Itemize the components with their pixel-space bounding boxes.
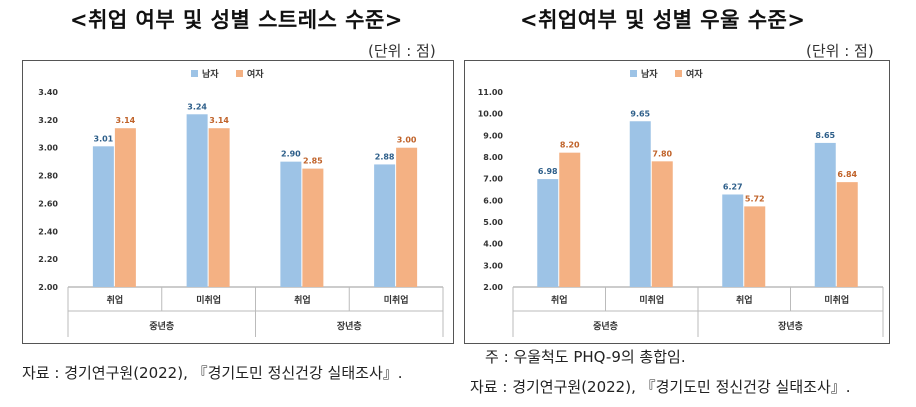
x-category-label: 취업 bbox=[294, 294, 311, 306]
data-label: 3.14 bbox=[209, 116, 229, 125]
bar-female bbox=[114, 128, 136, 287]
bar-male bbox=[374, 164, 396, 287]
bar-male bbox=[537, 179, 559, 287]
legend-swatch bbox=[236, 70, 243, 77]
data-label: 6.98 bbox=[538, 167, 558, 176]
group-label: 중년층 bbox=[149, 320, 174, 332]
data-label: 6.27 bbox=[723, 182, 743, 191]
bar-male bbox=[186, 114, 208, 288]
data-label: 3.14 bbox=[116, 116, 136, 125]
legend-label: 남자 bbox=[641, 68, 658, 80]
depression-source: 자료 : 경기연구원(2022), 『경기도민 정신건강 실태조사』. bbox=[470, 378, 851, 396]
y-tick-label: 5.00 bbox=[483, 218, 503, 227]
stress-chart-box: 2.00 2.20 2.40 2.60 2.80 3.00 3.20 3.40 남자 여자 3.01… bbox=[22, 60, 454, 344]
stress-chart-title: <취업 여부 및 성별 스트레스 수준> bbox=[70, 8, 403, 32]
bar-male bbox=[629, 121, 651, 287]
x-category-label: 미취업 bbox=[384, 294, 409, 306]
legend-swatch bbox=[630, 70, 637, 77]
bar-male bbox=[92, 146, 114, 287]
y-tick-label: 7.00 bbox=[483, 175, 503, 184]
bar-male bbox=[280, 161, 302, 287]
data-label: 6.84 bbox=[837, 170, 857, 179]
legend-swatch bbox=[191, 70, 198, 77]
bar-female bbox=[302, 168, 324, 287]
x-category-label: 미취업 bbox=[824, 294, 849, 306]
x-category-label: 미취업 bbox=[196, 294, 221, 306]
y-tick-label: 3.40 bbox=[38, 88, 58, 97]
bar-female bbox=[836, 182, 858, 287]
x-category-label: 취업 bbox=[107, 294, 124, 306]
y-tick-label: 4.00 bbox=[483, 240, 503, 249]
data-label: 8.65 bbox=[815, 131, 835, 140]
data-label: 3.00 bbox=[397, 136, 417, 145]
depression-chart-box: 2.00 3.00 4.00 5.00 6.00 7.00 8.00 9.00 10.00 11.… bbox=[464, 60, 890, 344]
data-label: 7.80 bbox=[652, 149, 672, 158]
y-tick-label: 2.60 bbox=[38, 199, 58, 208]
x-category-label: 미취업 bbox=[639, 294, 664, 306]
depression-bar-chart: 2.00 3.00 4.00 5.00 6.00 7.00 8.00 9.00 10.00 11.… bbox=[478, 68, 884, 337]
depression-unit-label: (단위 : 점) bbox=[806, 42, 874, 60]
y-tick-label: 9.00 bbox=[483, 131, 503, 140]
legend-label: 남자 bbox=[202, 68, 219, 80]
data-label: 5.72 bbox=[745, 194, 765, 203]
y-tick-label: 11.00 bbox=[478, 88, 504, 97]
bar-male bbox=[814, 142, 836, 287]
legend-swatch bbox=[675, 70, 682, 77]
bar-female bbox=[559, 152, 581, 287]
legend-label: 여자 bbox=[686, 68, 703, 80]
y-tick-label: 6.00 bbox=[483, 196, 503, 205]
data-label: 2.90 bbox=[281, 150, 301, 159]
y-tick-label: 8.00 bbox=[483, 153, 503, 162]
stress-source: 자료 : 경기연구원(2022), 『경기도민 정신건강 실태조사』. bbox=[22, 364, 403, 382]
stress-bar-chart: 2.00 2.20 2.40 2.60 2.80 3.00 3.20 3.40 남자 여자 3.01… bbox=[38, 68, 444, 337]
y-tick-label: 3.20 bbox=[38, 116, 58, 125]
depression-chart-title: <취업여부 및 성별 우울 수준> bbox=[520, 8, 806, 32]
x-category-label: 취업 bbox=[551, 294, 568, 306]
bar-female bbox=[396, 147, 418, 287]
y-tick-label: 2.00 bbox=[38, 283, 58, 292]
bar-female bbox=[208, 128, 230, 287]
bar-male bbox=[722, 194, 744, 287]
y-tick-label: 3.00 bbox=[483, 261, 503, 270]
y-tick-label: 3.00 bbox=[38, 144, 58, 153]
legend-label: 여자 bbox=[247, 68, 264, 80]
y-tick-label: 2.80 bbox=[38, 172, 58, 181]
stress-unit-label: (단위 : 점) bbox=[368, 42, 436, 60]
y-tick-label: 10.00 bbox=[478, 110, 504, 119]
y-tick-label: 2.40 bbox=[38, 227, 58, 236]
bar-female bbox=[651, 161, 673, 287]
data-label: 9.65 bbox=[630, 109, 650, 118]
x-category-label: 취업 bbox=[736, 294, 753, 306]
group-label: 중년층 bbox=[593, 320, 618, 332]
bar-female bbox=[744, 206, 766, 287]
group-label: 장년층 bbox=[778, 320, 803, 332]
y-tick-label: 2.00 bbox=[483, 283, 503, 292]
data-label: 8.20 bbox=[560, 141, 580, 150]
group-label: 장년층 bbox=[337, 320, 362, 332]
data-label: 2.85 bbox=[303, 157, 323, 166]
data-label: 2.88 bbox=[375, 152, 395, 161]
y-tick-label: 2.20 bbox=[38, 255, 58, 264]
data-label: 3.24 bbox=[187, 102, 207, 111]
depression-note: 주 : 우울척도 PHQ-9의 총합임. bbox=[485, 348, 686, 366]
data-label: 3.01 bbox=[94, 134, 114, 143]
